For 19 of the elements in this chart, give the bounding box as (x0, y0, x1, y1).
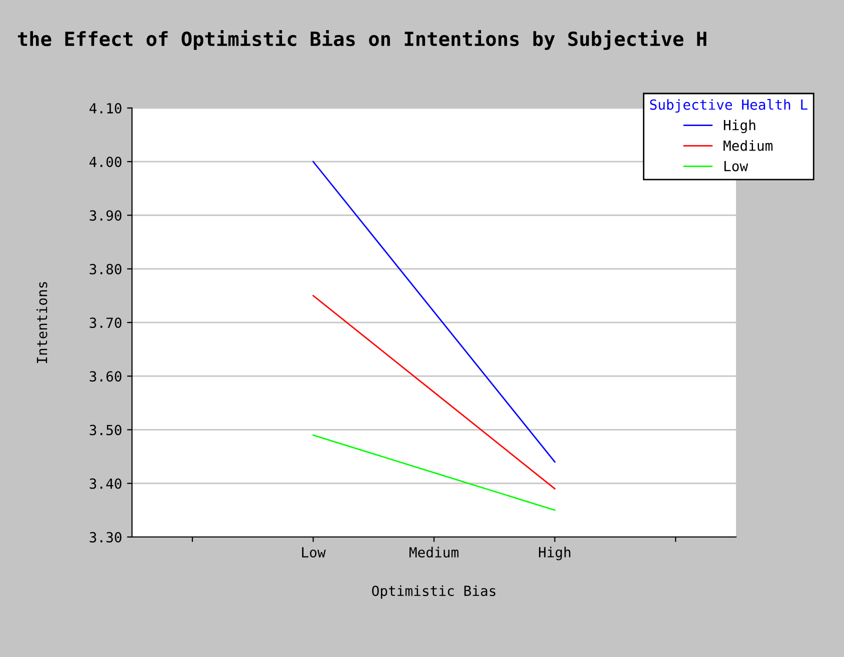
y-tick-label: 3.90 (90, 210, 122, 221)
x-tick-label: Medium (410, 546, 458, 558)
chart-title: the Effect of Optimistic Bias on Intentions by Subjective H (18, 30, 706, 50)
y-tick-label: 3.70 (90, 318, 122, 328)
y-axis-title: Intentions (36, 282, 48, 363)
y-tick-label: 3.60 (90, 371, 122, 382)
y-tick-label: 3.40 (90, 478, 122, 489)
x-tick-label: Low (302, 547, 326, 558)
legend-label: High (724, 120, 756, 134)
x-tick-label: High (539, 546, 570, 560)
y-tick-label: 3.30 (90, 532, 122, 543)
x-axis-title: Optimistic Bias (372, 585, 496, 599)
legend-title: Subjective Health L (650, 99, 808, 113)
y-tick-label: 3.50 (90, 424, 122, 436)
y-tick-label: 4.00 (90, 156, 122, 168)
legend-label: Low (724, 161, 748, 172)
y-tick-label: 4.10 (90, 103, 122, 114)
legend-label: Medium (724, 140, 772, 151)
y-tick-label: 3.80 (90, 264, 122, 274)
